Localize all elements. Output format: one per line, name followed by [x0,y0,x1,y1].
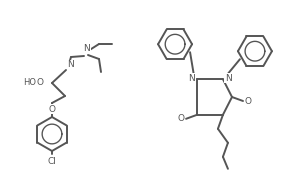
Text: O: O [177,114,184,123]
Text: O: O [245,96,252,105]
Text: O: O [36,78,43,87]
Text: O: O [49,105,56,114]
Text: Cl: Cl [48,157,56,166]
Text: N: N [84,44,90,53]
Text: N: N [188,74,195,83]
Text: HO: HO [23,78,36,87]
Text: N: N [67,60,74,69]
Text: N: N [225,74,232,83]
